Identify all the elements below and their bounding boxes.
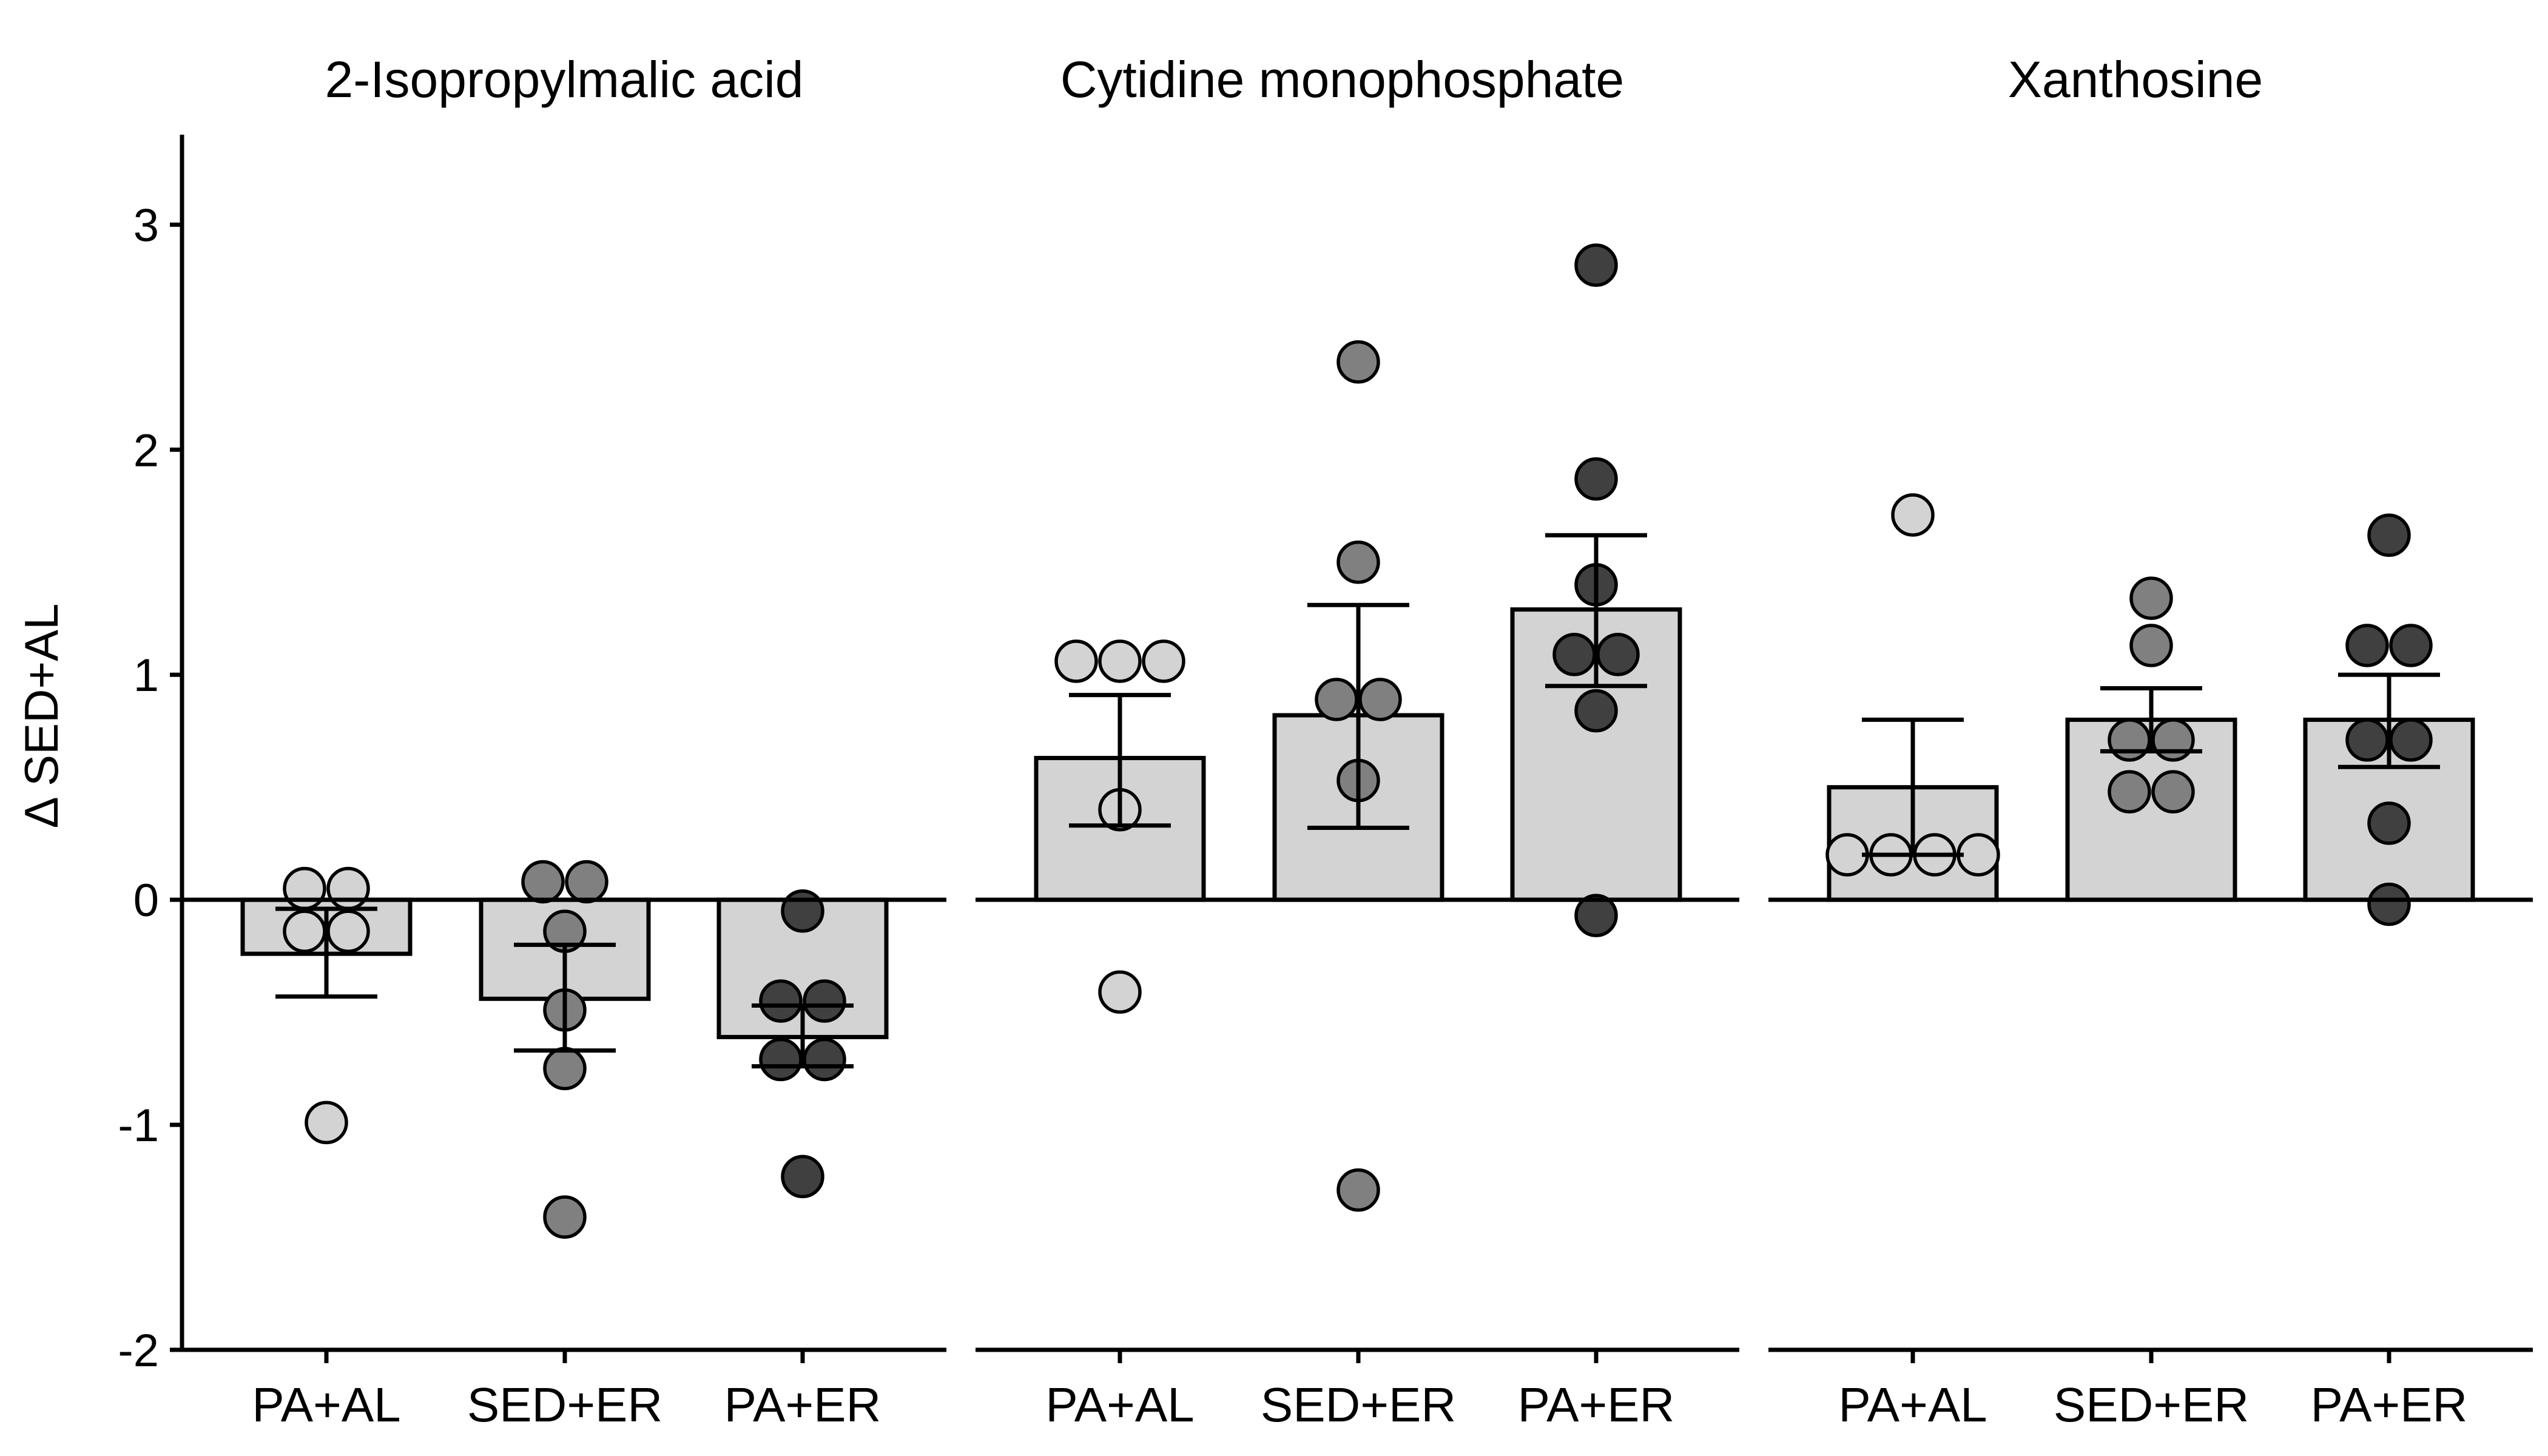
data-point <box>2108 770 2151 814</box>
data-point <box>1825 833 1869 877</box>
data-point <box>1315 678 1358 721</box>
error-bar <box>1862 717 1964 857</box>
data-point <box>803 1037 846 1082</box>
panel-title: Xanthosine <box>2008 51 2263 108</box>
data-point <box>305 1100 348 1145</box>
data-point <box>543 1046 587 1091</box>
error-bar <box>752 1003 854 1069</box>
data-point <box>565 860 608 904</box>
data-point <box>1956 833 2000 877</box>
panel: Xanthosine PA+AL SED+ER PA+ER <box>1768 51 2533 1432</box>
data-point <box>2389 718 2433 762</box>
data-point <box>283 866 326 911</box>
x-tick-label: PA+ER <box>724 1378 881 1432</box>
data-point <box>1574 457 1618 501</box>
x-tick-label: PA+AL <box>252 1378 400 1432</box>
x-tick-label: PA+AL <box>1838 1378 1987 1432</box>
error-bar <box>275 906 377 999</box>
data-point <box>1552 633 1596 676</box>
y-tick-label: -2 <box>118 1325 159 1377</box>
data-point <box>1336 541 1380 584</box>
x-tick-label: SED+ER <box>1261 1378 1456 1432</box>
data-point <box>2345 718 2389 762</box>
x-tick-label: PA+ER <box>1518 1378 1675 1432</box>
data-point <box>2129 624 2173 667</box>
x-tick-label: PA+ER <box>2311 1378 2468 1432</box>
data-point <box>521 860 565 904</box>
data-point <box>781 889 824 933</box>
data-point <box>1336 1168 1380 1212</box>
data-point <box>283 909 326 953</box>
data-point <box>1574 894 1618 937</box>
data-point <box>326 866 370 911</box>
panel-title: 2-Isopropylmalic acid <box>325 51 804 108</box>
error-bar <box>514 942 616 1053</box>
x-tick-label: SED+ER <box>467 1378 662 1432</box>
data-point <box>2367 513 2411 557</box>
error-bar <box>1545 533 1647 689</box>
data-point <box>2367 882 2411 926</box>
data-point <box>1358 678 1402 721</box>
y-axis: -2 -1 0 1 2 3 <box>118 135 184 1377</box>
y-tick-label: 1 <box>133 650 159 701</box>
data-point <box>2151 718 2195 762</box>
data-point <box>1142 639 1185 683</box>
panel-title: Cytidine monophosphate <box>1060 51 1624 108</box>
data-point <box>1336 340 1380 384</box>
data-point <box>759 1037 803 1082</box>
data-point <box>803 979 846 1023</box>
data-point <box>1891 493 1935 537</box>
data-point <box>1054 639 1098 683</box>
data-point <box>2389 624 2433 667</box>
data-point <box>326 909 370 953</box>
x-tick-label: PA+AL <box>1045 1378 1194 1432</box>
data-point <box>1098 970 1142 1014</box>
data-point <box>543 1195 587 1239</box>
data-point <box>1574 689 1618 733</box>
data-point <box>2345 624 2389 667</box>
y-axis-label: Δ SED+AL <box>15 604 68 829</box>
data-point <box>2151 770 2195 814</box>
y-tick-label: 2 <box>133 425 159 476</box>
data-point <box>759 979 803 1023</box>
data-point <box>1574 243 1618 287</box>
data-point <box>1596 633 1640 676</box>
error-bar <box>2338 672 2440 769</box>
panel: Cytidine monophosphate PA+AL SED+ER PA+ER <box>976 51 1739 1432</box>
data-point <box>1098 639 1142 683</box>
error-bar <box>1307 602 1409 830</box>
error-bar <box>2100 686 2202 753</box>
error-bar <box>1069 693 1171 828</box>
data-point <box>781 1154 824 1199</box>
x-tick-label: SED+ER <box>2054 1378 2249 1432</box>
y-tick-label: 0 <box>133 875 159 926</box>
y-tick-label: -1 <box>118 1100 159 1151</box>
data-point <box>2108 718 2151 762</box>
y-tick-label: 3 <box>133 200 159 251</box>
panel: 2-Isopropylmalic acid PA+AL SED+ER PA+ER <box>182 51 946 1432</box>
data-point <box>2129 576 2173 620</box>
data-point <box>2367 801 2411 845</box>
